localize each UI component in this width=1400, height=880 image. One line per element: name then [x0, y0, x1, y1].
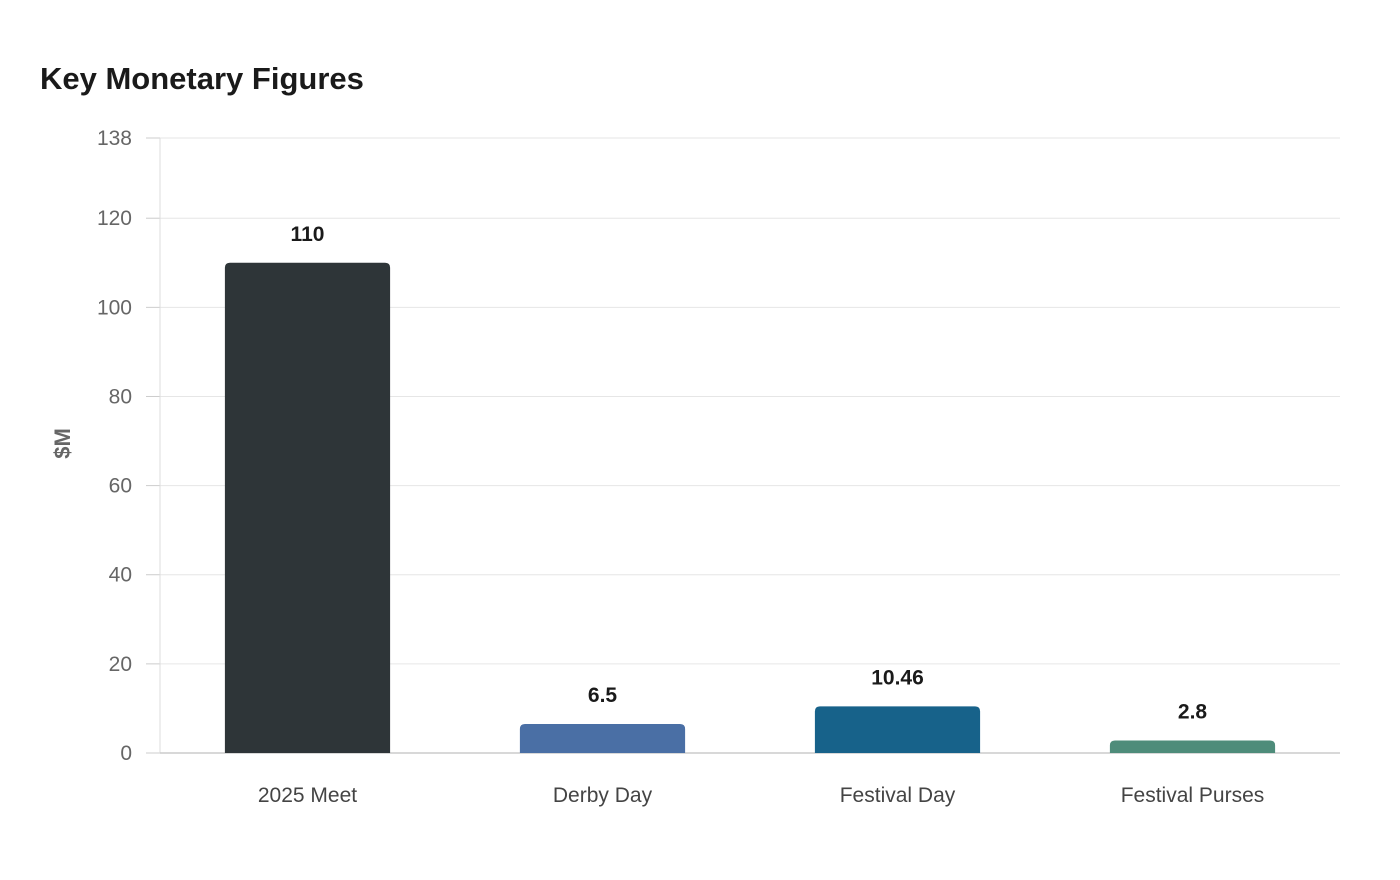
bars: [224, 262, 1276, 753]
y-tick-label: 100: [97, 296, 132, 319]
y-tick-label: 138: [97, 127, 132, 150]
chart-title: Key Monetary Figures: [40, 61, 364, 96]
labels: 110 2025 Meet 6.5 Derby Day 10.46 Festival Da…: [258, 223, 1264, 807]
y-tick-label: 0: [120, 742, 132, 765]
y-tick-label: 120: [97, 207, 132, 230]
data-label: 6.5: [588, 684, 618, 707]
data-label: 2.8: [1178, 701, 1208, 724]
y-axis-title: $M: [50, 428, 75, 459]
bar-2025-meet: [224, 262, 391, 753]
bar-derby-day: [519, 724, 686, 753]
x-category-label: Derby Day: [553, 784, 653, 807]
y-tick-label: 60: [109, 475, 132, 498]
y-tick-label: 80: [109, 385, 132, 408]
bar-festival-purses: [1109, 740, 1276, 753]
axes: 0 20 40 60 80 100 120 138: [97, 127, 1340, 765]
y-tick-label: 40: [109, 564, 132, 587]
bar-festival-day: [814, 706, 981, 753]
y-tick-label: 20: [109, 653, 132, 676]
data-label: 10.46: [871, 666, 924, 689]
x-category-label: Festival Purses: [1121, 784, 1265, 807]
x-category-label: Festival Day: [840, 784, 956, 807]
data-label: 110: [291, 223, 325, 246]
x-category-label: 2025 Meet: [258, 784, 357, 807]
